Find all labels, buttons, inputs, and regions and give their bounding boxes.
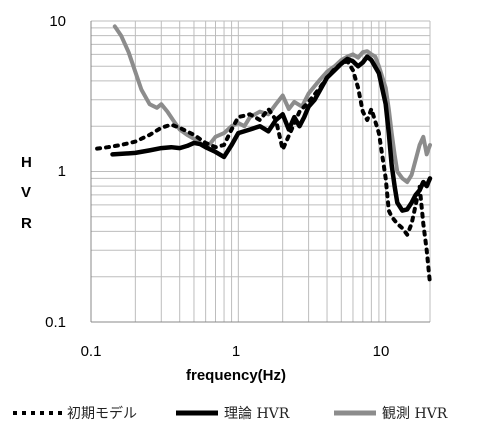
series-layer <box>95 24 433 286</box>
legend: 初期モデル 理論 HVR 観測 HVR <box>13 405 448 422</box>
legend-label-theoretical-hvr: 理論 HVR <box>224 406 290 422</box>
x-tick-label-10: 10 <box>373 343 390 360</box>
y-tick-label-1: 1 <box>58 163 66 180</box>
axes <box>90 21 430 323</box>
y-axis-title-letter-3: R <box>21 215 32 232</box>
y-axis-title: H V R <box>21 154 32 232</box>
y-tick-label-0.1: 0.1 <box>45 314 66 331</box>
x-tick-label-1: 1 <box>232 343 240 360</box>
x-tick-label-0.1: 0.1 <box>81 343 102 360</box>
y-axis-title-letter-2: V <box>21 184 31 201</box>
y-axis-title-letter-1: H <box>21 154 32 171</box>
grid-lines <box>90 20 431 323</box>
series-line-observed-hvr <box>112 24 432 185</box>
y-tick-label-10: 10 <box>49 13 66 30</box>
x-axis-title: frequency(Hz) <box>186 367 286 384</box>
legend-label-initial-model: 初期モデル <box>67 405 137 422</box>
series-line-theoretical-hvr <box>110 54 433 213</box>
legend-label-observed-hvr: 観測 HVR <box>382 405 448 422</box>
series-line-initial-model <box>95 59 432 286</box>
